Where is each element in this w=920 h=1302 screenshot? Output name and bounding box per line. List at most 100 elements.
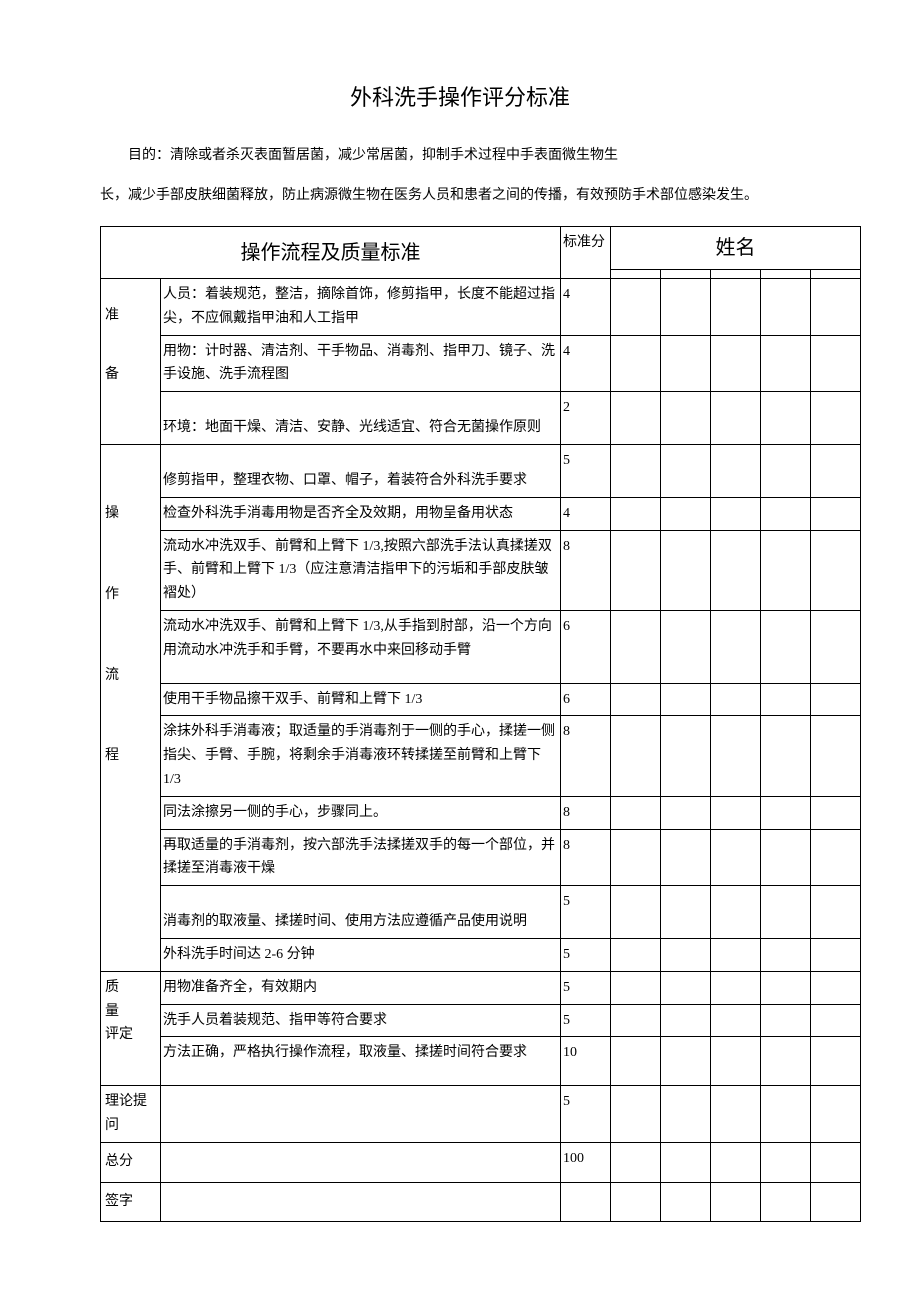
score-cell — [761, 1004, 811, 1037]
score-cell — [611, 796, 661, 829]
score-cell — [611, 1037, 661, 1086]
section-prep-label: 准备 — [101, 279, 161, 445]
score-cell — [811, 392, 861, 445]
score-cell — [611, 683, 661, 716]
score-cell — [611, 279, 661, 336]
row-desc — [161, 1142, 561, 1182]
row-desc: 涂抹外科手消毒液；取适量的手消毒剂于一侧的手心，揉搓一侧指尖、手臂、手腕，将剩余… — [161, 716, 561, 796]
score-cell — [711, 444, 761, 497]
row-score — [561, 1182, 611, 1222]
score-cell — [661, 392, 711, 445]
table-row: 检查外科洗手消毒用物是否齐全及效期，用物呈备用状态 4 — [101, 497, 861, 530]
table-row: 同法涂擦另一侧的手心，步骤同上。 8 — [101, 796, 861, 829]
score-cell — [611, 1004, 661, 1037]
score-cell — [761, 335, 811, 392]
score-cell — [711, 392, 761, 445]
row-desc: 使用干手物品擦干双手、前臂和上臂下 1/3 — [161, 683, 561, 716]
score-cell — [761, 1182, 811, 1222]
score-cell — [661, 610, 711, 683]
score-cell — [611, 1142, 661, 1182]
row-score: 5 — [561, 1086, 611, 1143]
score-cell — [811, 938, 861, 971]
header-name: 姓名 — [611, 227, 861, 270]
score-cell — [761, 279, 811, 336]
score-cell — [811, 335, 861, 392]
row-score: 6 — [561, 683, 611, 716]
score-cell — [811, 444, 861, 497]
row-desc: 检查外科洗手消毒用物是否齐全及效期，用物呈备用状态 — [161, 497, 561, 530]
row-desc: 同法涂擦另一侧的手心，步骤同上。 — [161, 796, 561, 829]
score-cell — [711, 279, 761, 336]
row-score: 5 — [561, 886, 611, 939]
score-cell — [661, 886, 711, 939]
table-row: 环境：地面干燥、清洁、安静、光线适宜、符合无菌操作原则 2 — [101, 392, 861, 445]
table-row: 用物：计时器、清洁剂、干手物品、消毒剂、指甲刀、镜子、洗手设施、洗手流程图 4 — [101, 335, 861, 392]
score-cell — [611, 444, 661, 497]
name-col-5 — [811, 270, 861, 279]
row-desc: 环境：地面干燥、清洁、安静、光线适宜、符合无菌操作原则 — [161, 392, 561, 445]
table-row: 质量评定 用物准备齐全，有效期内 5 — [101, 971, 861, 1004]
score-cell — [661, 1004, 711, 1037]
score-cell — [811, 683, 861, 716]
row-desc: 流动水冲洗双手、前臂和上臂下 1/3,从手指到肘部，沿一个方向用流动水冲洗手和手… — [161, 610, 561, 683]
section-proc-label: 操 作 流 程 — [101, 444, 161, 971]
score-cell — [661, 1037, 711, 1086]
row-desc: 方法正确，严格执行操作流程，取液量、揉搓时间符合要求 — [161, 1037, 561, 1086]
table-row: 方法正确，严格执行操作流程，取液量、揉搓时间符合要求 10 — [101, 1037, 861, 1086]
score-cell — [661, 971, 711, 1004]
table-row: 签字 — [101, 1182, 861, 1222]
score-cell — [711, 497, 761, 530]
table-row: 外科洗手时间达 2-6 分钟 5 — [101, 938, 861, 971]
name-col-1 — [611, 270, 661, 279]
score-cell — [611, 829, 661, 886]
row-desc: 用物：计时器、清洁剂、干手物品、消毒剂、指甲刀、镜子、洗手设施、洗手流程图 — [161, 335, 561, 392]
score-cell — [811, 829, 861, 886]
intro-paragraph-2: 长，减少手部皮肤细菌释放，防止病源微生物在医务人员和患者之间的传播，有效预防手术… — [100, 182, 820, 210]
table-row: 再取适量的手消毒剂，按六部洗手法揉搓双手的每一个部位，并揉搓至消毒液干燥 8 — [101, 829, 861, 886]
row-score: 5 — [561, 938, 611, 971]
table-row: 洗手人员着装规范、指甲等符合要求 5 — [101, 1004, 861, 1037]
score-cell — [711, 1142, 761, 1182]
score-cell — [761, 530, 811, 610]
section-theory-label: 理论提问 — [101, 1086, 161, 1143]
score-cell — [761, 392, 811, 445]
score-cell — [711, 716, 761, 796]
section-total-label: 总分 — [101, 1142, 161, 1182]
table-row: 消毒剂的取液量、揉搓时间、使用方法应遵循产品使用说明 5 — [101, 886, 861, 939]
row-score: 10 — [561, 1037, 611, 1086]
table-row: 流动水冲洗双手、前臂和上臂下 1/3,按照六部洗手法认真揉搓双手、前臂和上臂下 … — [101, 530, 861, 610]
score-cell — [661, 1182, 711, 1222]
score-cell — [711, 886, 761, 939]
name-col-3 — [711, 270, 761, 279]
score-cell — [661, 335, 711, 392]
row-score: 100 — [561, 1142, 611, 1182]
score-cell — [711, 1037, 761, 1086]
row-score: 2 — [561, 392, 611, 445]
score-cell — [811, 716, 861, 796]
row-score: 5 — [561, 444, 611, 497]
row-desc — [161, 1182, 561, 1222]
score-cell — [711, 335, 761, 392]
name-col-2 — [661, 270, 711, 279]
header-row-1: 操作流程及质量标准 标准分 姓名 — [101, 227, 861, 270]
score-cell — [611, 938, 661, 971]
score-cell — [761, 829, 811, 886]
section-quality-label: 质量评定 — [101, 971, 161, 1085]
intro-paragraph-1: 目的：清除或者杀灭表面暂居菌，减少常居菌，抑制手术过程中手表面微生物生 — [100, 142, 820, 170]
score-cell — [811, 279, 861, 336]
row-score: 8 — [561, 796, 611, 829]
table-row: 理论提问 5 — [101, 1086, 861, 1143]
row-score: 5 — [561, 1004, 611, 1037]
score-cell — [711, 796, 761, 829]
row-score: 4 — [561, 279, 611, 336]
score-cell — [661, 1086, 711, 1143]
score-cell — [661, 497, 711, 530]
table-row: 使用干手物品擦干双手、前臂和上臂下 1/3 6 — [101, 683, 861, 716]
table-row: 涂抹外科手消毒液；取适量的手消毒剂于一侧的手心，揉搓一侧指尖、手臂、手腕，将剩余… — [101, 716, 861, 796]
score-cell — [611, 1182, 661, 1222]
score-cell — [761, 610, 811, 683]
score-cell — [761, 938, 811, 971]
row-desc: 用物准备齐全，有效期内 — [161, 971, 561, 1004]
score-cell — [711, 1086, 761, 1143]
table-row: 准备 人员：着装规范，整洁，摘除首饰，修剪指甲，长度不能超过指尖，不应佩戴指甲油… — [101, 279, 861, 336]
